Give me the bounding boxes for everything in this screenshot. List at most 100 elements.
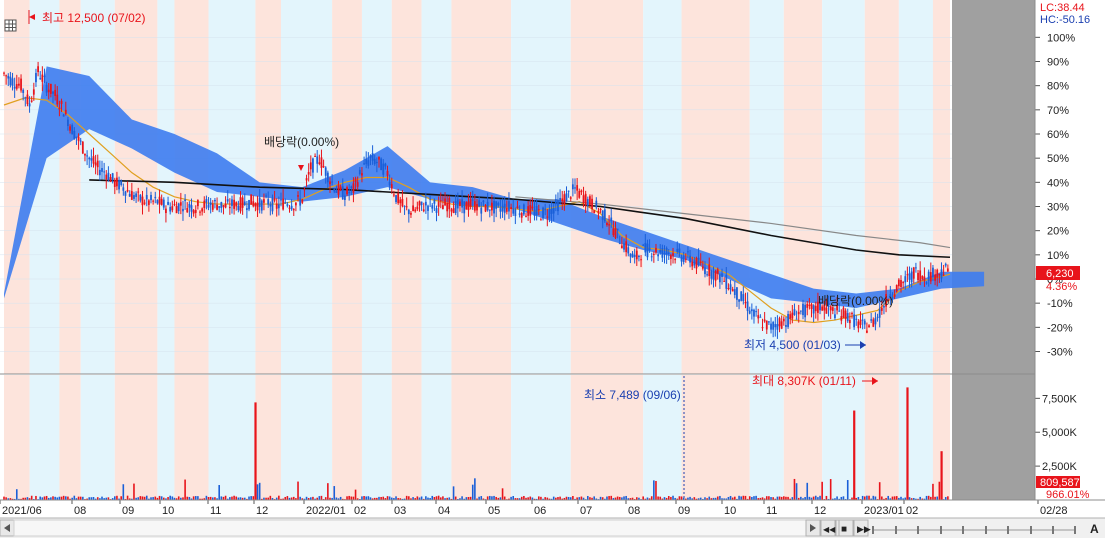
volume-bar	[13, 498, 16, 500]
volume-bar	[478, 496, 480, 500]
volume-bar	[365, 496, 368, 500]
candle-body	[109, 177, 112, 182]
y-tick-label: 90%	[1047, 57, 1069, 69]
volume-bar	[561, 498, 564, 500]
first-button[interactable]: ◀◀	[820, 519, 836, 537]
volume-bar	[544, 497, 546, 500]
candle-body	[448, 197, 451, 210]
volume-bar	[691, 498, 693, 500]
candle-body	[525, 215, 527, 217]
candle-body	[759, 316, 762, 318]
volume-bar	[582, 497, 585, 500]
candle-body	[618, 243, 621, 245]
candle-body	[13, 86, 16, 89]
volume-bar	[186, 496, 189, 500]
candle-body	[748, 310, 751, 314]
scroll-left-button[interactable]	[0, 519, 15, 537]
volume-bar	[414, 498, 417, 500]
candle-body	[691, 261, 694, 267]
candle-body	[817, 301, 819, 313]
scroll-right-button[interactable]	[805, 519, 821, 537]
candle-body	[736, 287, 738, 300]
candle-body	[520, 213, 523, 218]
volume-bar	[258, 482, 261, 500]
volume-bar	[915, 498, 917, 500]
zoom-slider[interactable]	[872, 526, 1076, 534]
volume-bar	[706, 498, 708, 500]
candle-body	[866, 330, 868, 333]
min-volume-annotation: 최소 7,489 (09/06)	[584, 376, 685, 498]
volume-bar	[56, 497, 59, 500]
x-tick-label: 08	[628, 505, 640, 517]
candle-body	[150, 194, 152, 201]
background-band	[932, 0, 950, 374]
candle-body	[491, 202, 493, 211]
candle-body	[770, 323, 772, 330]
candle-body	[297, 195, 299, 197]
volume-bar	[866, 495, 868, 500]
volume-bar	[116, 495, 118, 500]
candle-body	[77, 136, 80, 141]
background-band	[80, 0, 115, 374]
candle-body	[454, 200, 457, 214]
candle-body	[222, 205, 225, 207]
candle-body	[116, 177, 118, 187]
candle-body	[107, 172, 110, 181]
candle-body	[252, 201, 255, 207]
volume-bar	[175, 498, 178, 500]
candle-body	[687, 251, 689, 253]
volume-bar	[616, 496, 619, 500]
candle-body	[486, 201, 489, 211]
volume-bar	[618, 496, 621, 500]
candle-body	[642, 244, 645, 246]
background-band	[59, 375, 81, 500]
candle-body	[5, 75, 8, 77]
candle-body	[373, 158, 376, 165]
volume-bar	[465, 497, 468, 500]
candle-body	[661, 247, 664, 258]
candle-body	[218, 206, 221, 208]
candle-body	[388, 181, 391, 186]
volume-bar	[82, 496, 84, 500]
volume-bar	[207, 497, 210, 500]
candle-body	[552, 207, 555, 214]
volume-bar	[625, 495, 627, 500]
candle-body	[838, 310, 841, 312]
letter-a-button[interactable]: A	[1090, 522, 1099, 536]
volume-bar	[680, 496, 683, 500]
volume-bar	[821, 481, 823, 500]
background-band	[255, 375, 281, 500]
volume-bar	[327, 483, 329, 500]
candle-body	[241, 197, 244, 208]
candle-body	[738, 299, 740, 302]
candle-body	[629, 253, 632, 257]
candle-body	[932, 267, 934, 277]
candle-body	[226, 199, 229, 202]
stop-button[interactable]: ■	[838, 519, 854, 537]
candle-body	[450, 209, 453, 212]
volume-bar	[454, 496, 457, 500]
volume-bar	[231, 496, 233, 500]
grid-table-icon[interactable]	[4, 19, 17, 32]
candle-body	[141, 196, 144, 206]
candle-body	[488, 209, 491, 211]
candle-body	[248, 200, 250, 210]
candle-body	[56, 94, 59, 105]
candle-body	[337, 184, 340, 195]
candle-body	[250, 194, 253, 205]
candle-body	[363, 163, 365, 165]
next-button[interactable]: ▶▶	[853, 519, 871, 537]
volume-bar	[86, 498, 88, 500]
candle-body	[60, 100, 63, 104]
background-band	[59, 0, 81, 374]
volume-bar	[310, 497, 312, 500]
scroll-track[interactable]	[13, 519, 807, 537]
candle-body	[439, 200, 442, 202]
volume-bar	[593, 496, 595, 500]
volume-bar	[376, 497, 378, 500]
volume-bar	[917, 498, 919, 500]
candle-body	[375, 161, 378, 164]
volume-bar	[105, 497, 108, 500]
candle-body	[887, 299, 890, 301]
candle-body	[697, 257, 700, 266]
